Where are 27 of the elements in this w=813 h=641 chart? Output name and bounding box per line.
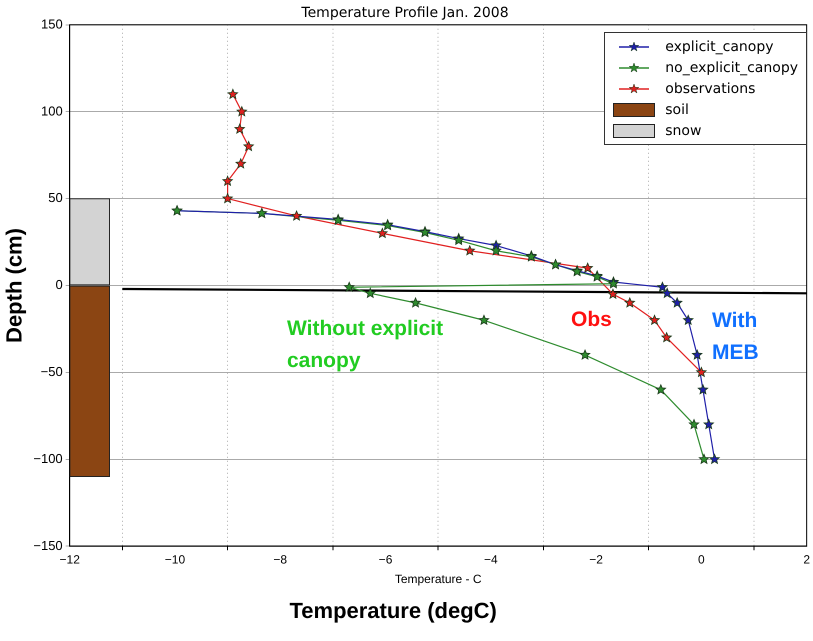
x-tick-label: −10 [164, 552, 186, 567]
legend-label: no_explicit_canopy [665, 60, 798, 76]
y-tick-label: −50 [40, 364, 63, 379]
y-axis-title: Depth (cm) [1, 228, 26, 343]
x-tick-label: 0 [698, 552, 706, 567]
annotation: Without explicit canopy [287, 316, 444, 372]
x-tick-label: −12 [60, 552, 80, 567]
y-tick-label: 0 [55, 277, 63, 292]
x-tick-label: 2 [803, 552, 810, 567]
y-tick-label: −150 [33, 538, 63, 553]
x-tick-label: −4 [484, 552, 498, 567]
y-tick-label: 50 [48, 190, 63, 206]
y-tick-label: −100 [33, 450, 63, 466]
annotation: Obs [571, 308, 612, 331]
legend-label: snow [665, 122, 702, 138]
x-tick-label: −6 [378, 552, 393, 567]
chart-title: Temperature Profile Jan. 2008 [300, 5, 509, 22]
y-tick-label: 150 [40, 16, 63, 32]
legend-label: observations [665, 80, 756, 96]
text: Temperature (degC) [289, 598, 497, 624]
legend-label: soil [665, 102, 689, 118]
x-axis-title: Temperature - C [394, 572, 482, 586]
x-tick-label: −8 [273, 552, 288, 567]
x-tick-label: −2 [589, 552, 604, 567]
legend-label: explicit_canopy [665, 38, 774, 54]
y-tick-label: 100 [40, 103, 63, 118]
annotation: With MEB [712, 308, 759, 364]
